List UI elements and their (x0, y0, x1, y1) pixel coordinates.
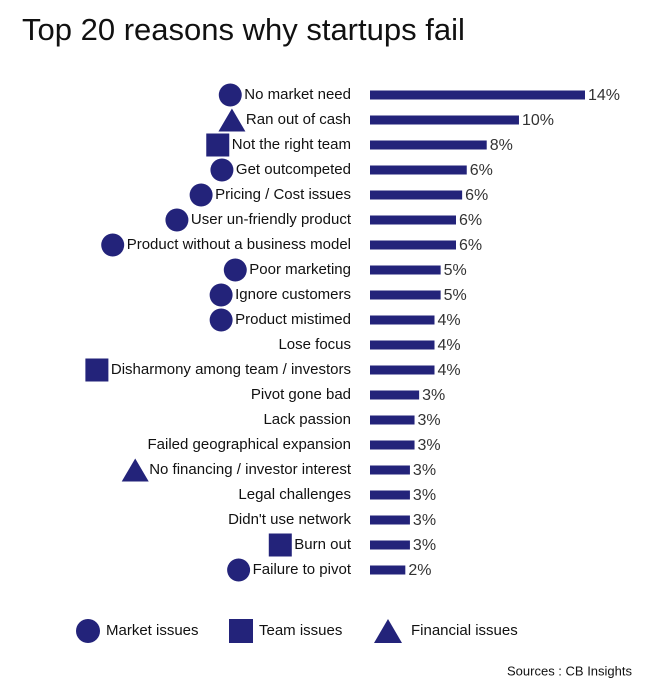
value-label: 6% (459, 212, 482, 229)
bar (370, 315, 435, 325)
category-label: Failed geographical expansion (148, 436, 351, 453)
value-label: 4% (438, 312, 461, 329)
bar (370, 90, 585, 100)
category-label: Disharmony among team / investors (111, 361, 351, 378)
category-label: Get outcompeted (236, 161, 351, 178)
triangle-icon (374, 619, 402, 643)
legend-label: Financial issues (411, 622, 518, 639)
circle-icon (227, 558, 251, 582)
bar (370, 340, 435, 350)
circle-icon (210, 158, 234, 182)
bar (370, 365, 435, 375)
value-label: 3% (422, 387, 445, 404)
bar (370, 440, 415, 450)
category-label: Product without a business model (127, 236, 351, 253)
bar (370, 290, 441, 300)
category-label: No financing / investor interest (149, 461, 352, 478)
square-icon (85, 358, 109, 382)
bar (370, 540, 410, 550)
bar (370, 190, 463, 200)
square-icon (206, 133, 230, 157)
circle-icon (165, 208, 189, 232)
bar (370, 465, 410, 475)
value-label: 3% (418, 412, 441, 429)
value-label: 3% (418, 437, 441, 454)
bar (370, 115, 519, 125)
value-label: 2% (408, 562, 431, 579)
triangle-icon (121, 458, 149, 482)
square-icon (229, 619, 253, 643)
bar (370, 140, 487, 150)
category-label: Lose focus (278, 336, 351, 353)
bar (370, 265, 441, 275)
triangle-icon (218, 108, 246, 132)
category-label: Ran out of cash (246, 111, 351, 128)
category-label: No market need (244, 86, 351, 103)
source: Sources : CB Insights (507, 663, 632, 678)
value-label: 3% (413, 512, 436, 529)
value-label: 6% (459, 237, 482, 254)
value-label: 4% (438, 362, 461, 379)
bar (370, 515, 410, 525)
circle-icon (209, 283, 233, 307)
bar (370, 165, 467, 175)
category-label: Pivot gone bad (251, 386, 351, 403)
value-label: 5% (444, 287, 467, 304)
circle-icon (76, 619, 100, 643)
bar (370, 415, 415, 425)
bar (370, 565, 406, 575)
category-label: Pricing / Cost issues (215, 186, 351, 203)
category-label: Ignore customers (235, 286, 351, 303)
value-label: 6% (465, 187, 488, 204)
category-label: Product mistimed (235, 311, 351, 328)
category-label: Didn't use network (228, 511, 351, 528)
legend-label: Team issues (259, 622, 342, 639)
category-label: Not the right team (232, 136, 351, 153)
square-icon (268, 533, 292, 557)
value-label: 3% (413, 487, 436, 504)
category-label: Poor marketing (249, 261, 351, 278)
circle-icon (223, 258, 247, 282)
circle-icon (189, 183, 213, 207)
category-label: Burn out (294, 536, 352, 553)
category-label: Lack passion (263, 411, 351, 428)
value-label: 4% (438, 337, 461, 354)
circle-icon (101, 233, 125, 257)
bar (370, 240, 456, 250)
legend-label: Market issues (106, 622, 199, 639)
bar (370, 215, 456, 225)
value-label: 3% (413, 537, 436, 554)
value-label: 6% (470, 162, 493, 179)
value-label: 5% (444, 262, 467, 279)
circle-icon (218, 83, 242, 107)
value-label: 14% (588, 87, 620, 104)
bar (370, 390, 420, 400)
circle-icon (209, 308, 233, 332)
value-label: 10% (522, 112, 554, 129)
category-label: Legal challenges (238, 486, 351, 503)
category-label: Failure to pivot (253, 561, 352, 578)
value-label: 3% (413, 462, 436, 479)
value-label: 8% (490, 137, 513, 154)
category-label: User un-friendly product (191, 211, 352, 228)
chart-title: Top 20 reasons why startups fail (22, 12, 465, 47)
bar (370, 490, 410, 500)
